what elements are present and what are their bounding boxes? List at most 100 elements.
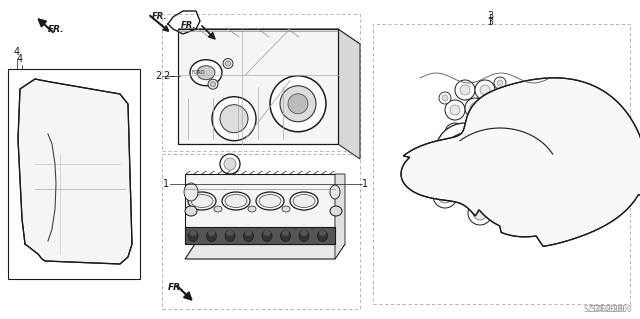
Ellipse shape	[245, 230, 252, 236]
Circle shape	[543, 181, 567, 205]
Circle shape	[468, 201, 492, 225]
Polygon shape	[335, 174, 345, 259]
Circle shape	[554, 162, 566, 174]
Text: 3: 3	[487, 11, 493, 21]
Polygon shape	[401, 78, 640, 246]
Circle shape	[223, 58, 233, 69]
Ellipse shape	[299, 231, 309, 241]
Circle shape	[470, 103, 480, 113]
Circle shape	[473, 206, 487, 220]
Text: FR.: FR.	[152, 12, 168, 21]
Circle shape	[211, 82, 216, 87]
Text: SZT4E2000: SZT4E2000	[584, 305, 625, 314]
Ellipse shape	[248, 206, 256, 212]
Circle shape	[434, 167, 446, 179]
Ellipse shape	[184, 183, 198, 201]
Circle shape	[208, 79, 218, 89]
Circle shape	[490, 125, 500, 135]
Circle shape	[40, 242, 50, 252]
Ellipse shape	[282, 230, 289, 236]
Circle shape	[115, 234, 125, 244]
Circle shape	[212, 97, 256, 141]
Polygon shape	[185, 244, 345, 259]
Circle shape	[494, 77, 506, 89]
Circle shape	[557, 165, 563, 171]
Ellipse shape	[280, 231, 291, 241]
Bar	[178, 29, 338, 144]
Circle shape	[485, 98, 505, 118]
Circle shape	[220, 154, 240, 174]
Circle shape	[225, 61, 230, 66]
Circle shape	[517, 125, 553, 161]
Circle shape	[544, 92, 556, 104]
Polygon shape	[185, 174, 335, 244]
Circle shape	[508, 213, 522, 227]
Circle shape	[220, 105, 248, 133]
Circle shape	[280, 86, 316, 122]
Circle shape	[460, 85, 470, 95]
Ellipse shape	[185, 206, 197, 216]
Circle shape	[503, 208, 527, 232]
Circle shape	[477, 170, 483, 176]
Circle shape	[270, 76, 326, 132]
Circle shape	[445, 123, 465, 143]
Ellipse shape	[191, 195, 213, 207]
Ellipse shape	[293, 195, 315, 207]
Circle shape	[85, 211, 105, 231]
Circle shape	[450, 128, 460, 138]
Text: FR.: FR.	[180, 21, 196, 30]
Ellipse shape	[189, 230, 196, 236]
Ellipse shape	[290, 192, 318, 210]
Text: FR.: FR.	[168, 283, 184, 292]
Ellipse shape	[319, 230, 326, 236]
Text: 4: 4	[14, 47, 20, 57]
Ellipse shape	[330, 185, 340, 199]
Bar	[373, 24, 630, 304]
Ellipse shape	[225, 231, 235, 241]
Circle shape	[480, 85, 490, 95]
Circle shape	[433, 184, 457, 208]
Text: 1: 1	[163, 179, 169, 189]
Circle shape	[95, 246, 105, 256]
Circle shape	[90, 216, 100, 226]
Polygon shape	[18, 79, 132, 264]
Ellipse shape	[259, 195, 281, 207]
Circle shape	[23, 180, 31, 188]
Circle shape	[548, 186, 562, 200]
Circle shape	[45, 86, 55, 96]
Circle shape	[58, 195, 86, 223]
Polygon shape	[178, 29, 360, 44]
Ellipse shape	[222, 192, 250, 210]
Circle shape	[490, 103, 500, 113]
Circle shape	[49, 115, 87, 153]
Text: 2: 2	[163, 71, 169, 81]
Bar	[162, 14, 360, 151]
Circle shape	[470, 123, 480, 133]
Ellipse shape	[188, 192, 216, 210]
Bar	[8, 69, 140, 279]
Circle shape	[224, 158, 236, 170]
Ellipse shape	[207, 231, 216, 241]
Circle shape	[65, 202, 79, 216]
Text: SZT4E2000: SZT4E2000	[590, 305, 632, 314]
Ellipse shape	[214, 206, 222, 212]
Circle shape	[445, 100, 465, 120]
Text: 2: 2	[156, 71, 162, 81]
Ellipse shape	[190, 60, 222, 86]
Circle shape	[524, 132, 546, 154]
Circle shape	[40, 106, 96, 162]
Circle shape	[455, 80, 475, 100]
Ellipse shape	[317, 231, 328, 241]
Polygon shape	[338, 29, 360, 159]
Text: FORD: FORD	[191, 70, 205, 75]
Circle shape	[474, 167, 486, 179]
Ellipse shape	[197, 66, 215, 80]
Circle shape	[465, 118, 485, 138]
Circle shape	[437, 170, 443, 176]
Circle shape	[288, 94, 308, 114]
Polygon shape	[185, 227, 335, 244]
Circle shape	[435, 123, 495, 183]
Text: 1: 1	[362, 179, 368, 189]
Circle shape	[47, 88, 52, 93]
Circle shape	[497, 80, 503, 86]
